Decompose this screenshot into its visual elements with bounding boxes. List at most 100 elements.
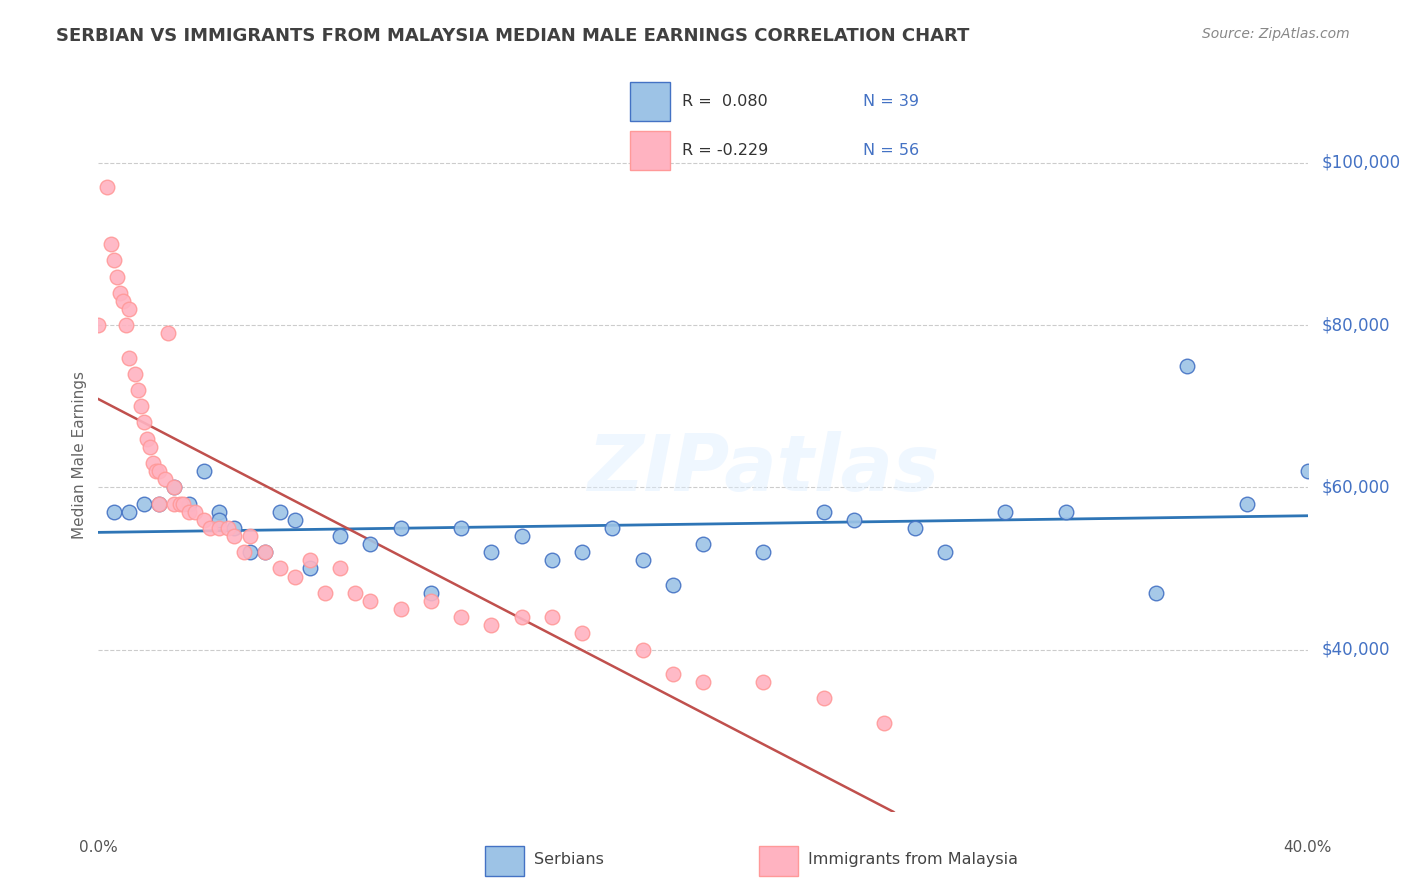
Point — [752, 545, 775, 559]
Point — [111, 293, 134, 308]
Point — [135, 432, 157, 446]
Point — [239, 545, 262, 559]
Point — [239, 529, 262, 543]
Point — [419, 594, 441, 608]
Point — [571, 545, 593, 559]
Point — [813, 505, 835, 519]
Text: 0.0%: 0.0% — [79, 840, 118, 855]
Point — [105, 269, 128, 284]
Point — [284, 513, 307, 527]
Point — [299, 561, 322, 575]
Point — [692, 675, 714, 690]
Point — [299, 553, 322, 567]
Text: R =  0.080: R = 0.080 — [682, 94, 768, 109]
Point — [510, 529, 533, 543]
Text: N = 39: N = 39 — [863, 94, 918, 109]
Point — [118, 301, 141, 316]
Point — [631, 553, 654, 567]
Point — [87, 318, 110, 333]
Point — [510, 610, 533, 624]
Point — [450, 610, 472, 624]
Point — [148, 464, 170, 478]
Point — [153, 472, 176, 486]
Point — [329, 561, 352, 575]
Point — [284, 569, 307, 583]
Point — [193, 513, 215, 527]
Text: N = 56: N = 56 — [863, 144, 920, 158]
Point — [163, 480, 186, 494]
Point — [132, 416, 155, 430]
Text: $100,000: $100,000 — [1322, 154, 1400, 172]
Point — [148, 497, 170, 511]
Point — [108, 285, 131, 300]
Point — [1054, 505, 1077, 519]
FancyBboxPatch shape — [630, 131, 669, 170]
Point — [163, 480, 186, 494]
Text: $80,000: $80,000 — [1322, 316, 1391, 334]
Point — [389, 521, 412, 535]
Point — [224, 529, 246, 543]
Point — [314, 586, 336, 600]
Text: $60,000: $60,000 — [1322, 478, 1391, 496]
Point — [96, 180, 118, 194]
Point — [193, 464, 215, 478]
Point — [118, 505, 141, 519]
Point — [177, 505, 201, 519]
FancyBboxPatch shape — [485, 847, 524, 876]
Point — [200, 521, 222, 535]
Text: Immigrants from Malaysia: Immigrants from Malaysia — [808, 852, 1018, 867]
Point — [1296, 464, 1319, 478]
Point — [224, 521, 246, 535]
FancyBboxPatch shape — [630, 82, 669, 121]
Point — [481, 618, 503, 632]
Point — [1236, 497, 1258, 511]
Point — [934, 545, 956, 559]
Text: Serbians: Serbians — [534, 852, 605, 867]
Point — [100, 237, 122, 252]
Point — [844, 513, 866, 527]
Point — [661, 577, 683, 591]
Point — [114, 318, 136, 333]
Y-axis label: Median Male Earnings: Median Male Earnings — [72, 371, 87, 539]
Text: SERBIAN VS IMMIGRANTS FROM MALAYSIA MEDIAN MALE EARNINGS CORRELATION CHART: SERBIAN VS IMMIGRANTS FROM MALAYSIA MEDI… — [56, 27, 970, 45]
Point — [145, 464, 167, 478]
Point — [994, 505, 1017, 519]
Point — [129, 399, 152, 413]
FancyBboxPatch shape — [759, 847, 799, 876]
Point — [163, 497, 186, 511]
Point — [232, 545, 254, 559]
Point — [269, 505, 291, 519]
Point — [118, 351, 141, 365]
Point — [360, 537, 382, 551]
Point — [752, 675, 775, 690]
Text: 40.0%: 40.0% — [1284, 840, 1331, 855]
Point — [1144, 586, 1167, 600]
Point — [904, 521, 927, 535]
Point — [540, 610, 562, 624]
Point — [208, 513, 231, 527]
Point — [139, 440, 162, 454]
Point — [344, 586, 367, 600]
Point — [169, 497, 191, 511]
Text: ZIPatlas: ZIPatlas — [588, 431, 939, 508]
Point — [631, 642, 654, 657]
Point — [148, 497, 170, 511]
Text: Source: ZipAtlas.com: Source: ZipAtlas.com — [1202, 27, 1350, 41]
Point — [124, 367, 146, 381]
Point — [813, 691, 835, 706]
Point — [450, 521, 472, 535]
Point — [661, 666, 683, 681]
Point — [208, 505, 231, 519]
Point — [142, 456, 165, 470]
Point — [481, 545, 503, 559]
Point — [177, 497, 201, 511]
Point — [540, 553, 562, 567]
Point — [127, 383, 149, 397]
Point — [103, 253, 125, 268]
Point — [132, 497, 155, 511]
Point — [269, 561, 291, 575]
Point — [419, 586, 441, 600]
Point — [329, 529, 352, 543]
Text: $40,000: $40,000 — [1322, 640, 1391, 658]
Point — [253, 545, 276, 559]
